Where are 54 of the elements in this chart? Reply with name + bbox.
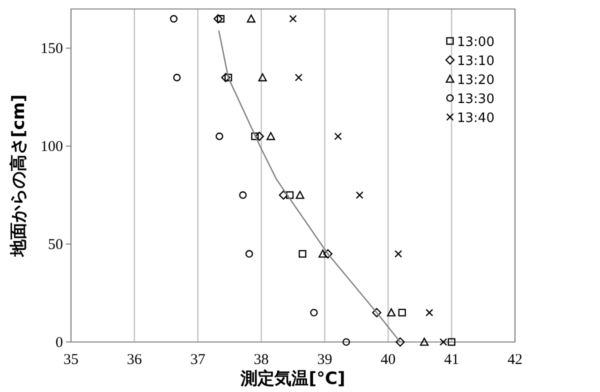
point bbox=[440, 338, 448, 346]
legend-label: 13:20 bbox=[457, 73, 494, 88]
point bbox=[342, 338, 350, 346]
point bbox=[420, 338, 429, 346]
point bbox=[170, 14, 178, 23]
point bbox=[251, 132, 259, 140]
x-axis-title: 測定気温[°C] bbox=[240, 369, 346, 389]
legend-label: 13:30 bbox=[457, 92, 494, 107]
x-tick-label: 39 bbox=[317, 352, 332, 368]
x-tick-label: 37 bbox=[190, 352, 206, 368]
point bbox=[258, 73, 267, 82]
point bbox=[396, 337, 405, 347]
legend-label: 13:40 bbox=[457, 111, 494, 126]
point bbox=[224, 74, 232, 82]
point bbox=[173, 74, 181, 82]
point bbox=[216, 14, 224, 23]
x-tick-label: 36 bbox=[126, 352, 142, 368]
point bbox=[318, 250, 328, 258]
point bbox=[286, 191, 294, 199]
x-tick-label: 35 bbox=[64, 352, 78, 368]
x-tick-label: 38 bbox=[254, 352, 269, 368]
x-tick-label: 40 bbox=[380, 352, 396, 368]
x-tick-label: 42 bbox=[508, 352, 522, 368]
point bbox=[254, 132, 264, 141]
point bbox=[266, 132, 276, 140]
x-tick-label: 41 bbox=[444, 352, 460, 368]
point bbox=[448, 338, 456, 346]
point bbox=[289, 14, 297, 23]
point bbox=[278, 190, 288, 200]
point bbox=[239, 191, 247, 199]
point bbox=[221, 72, 230, 82]
point bbox=[398, 308, 406, 316]
point bbox=[356, 191, 364, 199]
y-tick-label: 150 bbox=[40, 41, 63, 58]
point bbox=[296, 190, 304, 199]
legend-label: 13:10 bbox=[457, 54, 494, 69]
point bbox=[387, 308, 396, 316]
point bbox=[246, 14, 256, 23]
y-axis-title: 地面からの高さ[cm] bbox=[9, 94, 29, 258]
point bbox=[310, 308, 318, 316]
point bbox=[214, 14, 223, 24]
point bbox=[372, 308, 382, 318]
point bbox=[216, 132, 224, 140]
y-tick-label: 0 bbox=[56, 335, 63, 351]
point bbox=[245, 250, 254, 258]
point bbox=[426, 308, 434, 316]
legend-label: 13:00 bbox=[457, 35, 494, 50]
point bbox=[298, 250, 306, 258]
point bbox=[323, 249, 332, 258]
point bbox=[334, 132, 342, 140]
y-tick-label: 50 bbox=[48, 237, 63, 254]
point bbox=[394, 250, 402, 258]
y-tick-label: 100 bbox=[40, 139, 63, 156]
point bbox=[294, 74, 303, 82]
